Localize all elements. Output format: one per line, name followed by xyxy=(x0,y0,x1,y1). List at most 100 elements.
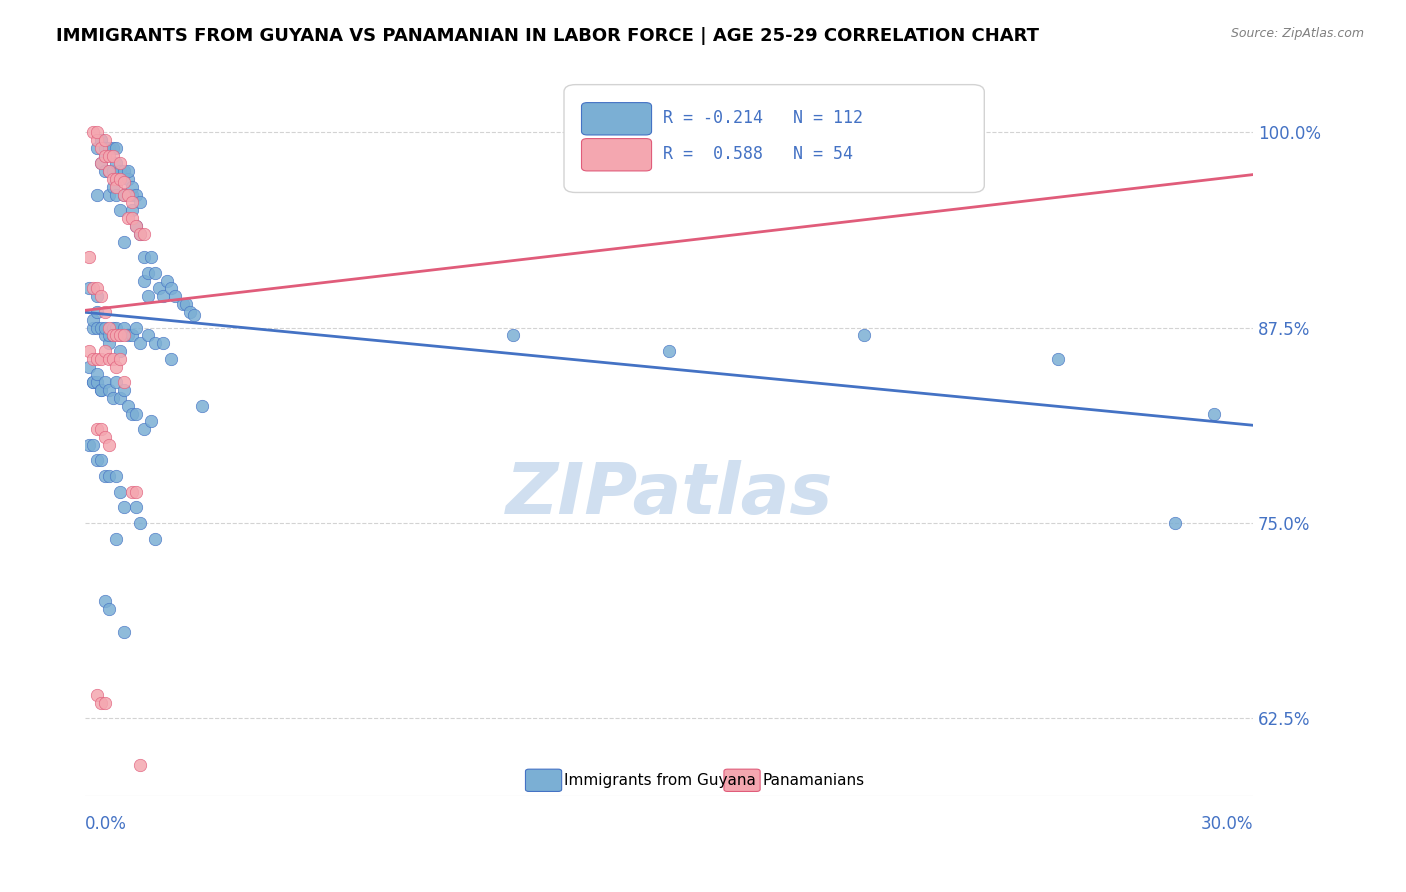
Point xyxy=(105,469,128,483)
Point xyxy=(125,500,148,515)
Point xyxy=(101,351,124,366)
Point xyxy=(128,227,150,241)
Point xyxy=(86,133,108,147)
Point xyxy=(101,179,124,194)
Point xyxy=(117,328,139,343)
Point xyxy=(97,164,120,178)
Point xyxy=(141,250,163,264)
Point xyxy=(136,266,159,280)
Point xyxy=(94,328,117,343)
Point xyxy=(112,235,135,249)
Point xyxy=(90,156,112,170)
FancyBboxPatch shape xyxy=(582,138,651,171)
Point xyxy=(86,289,108,303)
Point xyxy=(105,156,128,170)
Point xyxy=(143,532,166,546)
Point xyxy=(101,328,124,343)
Point xyxy=(90,453,112,467)
Point xyxy=(82,376,104,390)
Point xyxy=(90,289,112,303)
Point xyxy=(110,328,132,343)
Point xyxy=(105,532,128,546)
Point xyxy=(97,164,120,178)
Point xyxy=(97,336,120,351)
Point xyxy=(101,148,124,162)
Point xyxy=(110,391,132,405)
Point xyxy=(121,328,143,343)
Point xyxy=(191,399,214,413)
Text: Source: ZipAtlas.com: Source: ZipAtlas.com xyxy=(1230,27,1364,40)
Point xyxy=(136,328,159,343)
Point xyxy=(136,289,159,303)
Point xyxy=(97,148,120,162)
Point xyxy=(90,156,112,170)
Point xyxy=(82,312,104,326)
Point xyxy=(94,594,117,608)
Point xyxy=(112,500,135,515)
Point xyxy=(94,343,117,358)
Point xyxy=(141,414,163,428)
Point xyxy=(94,148,117,162)
Point xyxy=(97,469,120,483)
FancyBboxPatch shape xyxy=(582,103,651,135)
Point xyxy=(97,328,120,343)
Point xyxy=(110,343,132,358)
Point xyxy=(121,203,143,218)
Point xyxy=(112,320,135,334)
Point xyxy=(128,336,150,351)
Point xyxy=(97,602,120,616)
Point xyxy=(86,422,108,436)
Point xyxy=(132,422,155,436)
Point xyxy=(105,141,128,155)
Point xyxy=(112,187,135,202)
Point xyxy=(94,469,117,483)
Point xyxy=(105,328,128,343)
Point xyxy=(132,227,155,241)
Point xyxy=(112,376,135,390)
Point xyxy=(110,328,132,343)
Point xyxy=(90,351,112,366)
Point xyxy=(94,430,117,444)
Point xyxy=(86,320,108,334)
Point xyxy=(77,359,100,374)
Point xyxy=(86,305,108,319)
Point xyxy=(90,383,112,397)
Point xyxy=(112,383,135,397)
Point xyxy=(77,343,100,358)
Point xyxy=(163,289,186,303)
Point xyxy=(132,274,155,288)
Point xyxy=(125,187,148,202)
Point xyxy=(152,289,174,303)
Point xyxy=(105,376,128,390)
Point xyxy=(128,195,150,210)
Point xyxy=(94,141,117,155)
Point xyxy=(117,211,139,226)
Point xyxy=(852,328,875,343)
Point xyxy=(152,336,174,351)
Point xyxy=(1164,516,1187,530)
Point xyxy=(86,688,108,702)
Point xyxy=(110,351,132,366)
Point xyxy=(94,148,117,162)
Point xyxy=(160,351,183,366)
Point xyxy=(97,187,120,202)
FancyBboxPatch shape xyxy=(564,85,984,193)
Point xyxy=(86,141,108,155)
Point xyxy=(90,696,112,710)
Point xyxy=(101,141,124,155)
Point xyxy=(125,320,148,334)
Point xyxy=(86,351,108,366)
Text: 30.0%: 30.0% xyxy=(1201,815,1253,833)
Point xyxy=(502,328,524,343)
Point xyxy=(77,250,100,264)
Point xyxy=(117,172,139,186)
Point xyxy=(160,281,183,295)
Point xyxy=(77,438,100,452)
Point xyxy=(110,172,132,186)
Text: ZIPatlas: ZIPatlas xyxy=(505,460,832,529)
Point xyxy=(658,343,681,358)
Point xyxy=(90,383,112,397)
Point xyxy=(82,281,104,295)
Point xyxy=(94,376,117,390)
Point xyxy=(117,164,139,178)
